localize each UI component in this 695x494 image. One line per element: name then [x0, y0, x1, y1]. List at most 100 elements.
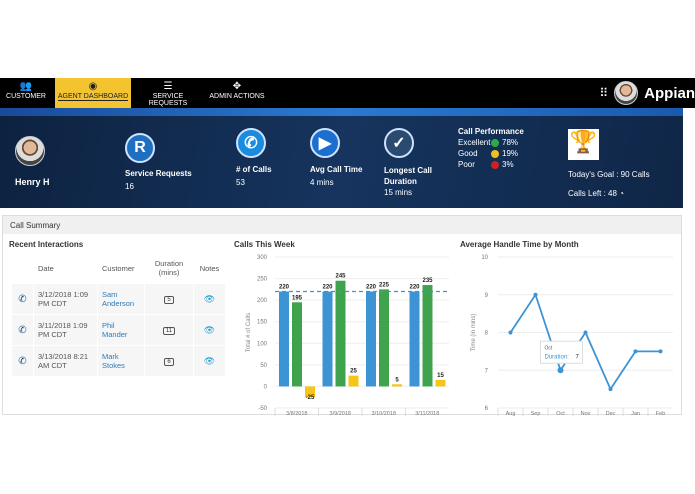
view-notes-icon[interactable]: 👁 [203, 293, 216, 304]
header-stripe [0, 108, 683, 116]
x-tick-label: Sep [531, 411, 541, 416]
calls-left: Calls Left : 48 ◔ [568, 189, 624, 198]
bar-chart-title: Calls This Week [234, 240, 295, 249]
x-tick-label: Nov [581, 411, 591, 416]
data-label: 225 [379, 282, 390, 288]
agent-name: Henry H [15, 177, 50, 187]
data-label: 235 [422, 278, 433, 284]
phone-icon: ✆ [18, 355, 27, 367]
duration-badge: 6 [164, 358, 174, 366]
bar [335, 280, 346, 387]
nav-service-requests[interactable]: ☰ SERVICE REQUESTS [134, 78, 202, 108]
tooltip-label: Duration: [545, 354, 570, 360]
y-tick-label: 9 [485, 293, 489, 299]
bar [279, 291, 289, 387]
stat-label: Service Requests [125, 169, 192, 178]
nav-admin-actions[interactable]: ✥ ADMIN ACTIONS [207, 78, 267, 108]
x-tick-label: 3/9/2018 [330, 411, 351, 416]
x-tick-label: Aug [506, 411, 516, 416]
bar [305, 386, 315, 398]
bar [409, 291, 420, 387]
stat-label: Longest Call Duration [384, 166, 433, 186]
call-performance: Call Performance Excellent 78% Good 19% Poor… [458, 127, 524, 169]
customer-link[interactable]: Mark Stokes [102, 352, 125, 370]
x-tick-label: Oct [556, 411, 565, 416]
panel-title: Call Summary [3, 216, 681, 234]
data-label: -25 [306, 395, 315, 401]
calls-this-week-chart: 300 250 200 150 100 50 0 -50 Total # of Calls 3/8… [246, 255, 449, 416]
duration-badge: 5 [164, 296, 174, 304]
table-row: ✆ 3/12/2018 1:09 PM CDT Sam Anderson 5 👁 [11, 283, 226, 315]
user-avatar[interactable] [614, 81, 639, 105]
y-tick-label: 200 [257, 298, 268, 304]
tooltip [540, 340, 583, 364]
list-icon: ☰ [163, 81, 173, 92]
customer-link[interactable]: Sam Anderson [102, 290, 135, 308]
phone-icon: ✆ [18, 293, 27, 305]
customer-link[interactable]: Phil Mander [102, 321, 128, 339]
agent-header: Henry H R Service Requests 16 ✆ # of Cal… [0, 116, 683, 208]
data-point [583, 330, 588, 335]
users-icon: 👥 [19, 81, 33, 92]
data-label: 220 [322, 285, 333, 291]
data-point [533, 292, 538, 297]
face-icon [491, 160, 499, 169]
table-row: ✆ 3/13/2018 8:21 AM CDT Mark Stokes 6 👁 [11, 345, 226, 377]
pie-chart-icon: ◔ [619, 189, 624, 198]
bar [322, 291, 333, 387]
bar [292, 302, 302, 387]
stat-value: 4 mins [310, 178, 334, 187]
table-row: ✆ 3/11/2018 1:09 PM CDT Phil Mander 11 👁 [11, 314, 226, 346]
data-point [508, 330, 513, 335]
data-point [658, 349, 663, 354]
view-notes-icon[interactable]: 👁 [203, 324, 216, 335]
call-summary-panel: Call Summary Recent Interactions Date Cu… [2, 215, 682, 416]
nav-agent-dashboard[interactable]: ◉ AGENT DASHBOARD [55, 78, 131, 108]
bar [435, 379, 446, 387]
data-label: 245 [335, 274, 346, 280]
data-label: 220 [409, 285, 420, 291]
agent-avatar [15, 136, 45, 166]
tooltip-title: Oct [545, 345, 553, 351]
bar [366, 291, 376, 387]
performance-row: Excellent 78% [458, 138, 519, 147]
series-line [509, 292, 661, 391]
trophy-icon: 🏆 [568, 129, 599, 160]
y-tick-label: 300 [257, 255, 268, 261]
user-circle-icon: ◉ [88, 81, 98, 92]
move-icon: ✥ [232, 81, 242, 92]
play-icon: ▶ [310, 128, 340, 158]
y-tick-label: 6 [485, 406, 489, 412]
nav-customer[interactable]: 👥 CUSTOMER [0, 78, 52, 108]
y-tick-label: 8 [485, 331, 489, 337]
bar [392, 384, 402, 387]
bar [422, 285, 433, 387]
data-label: 15 [437, 373, 444, 379]
stat-label: # of Calls [236, 165, 272, 174]
brand-logo: Appian [644, 84, 695, 102]
data-label: 220 [366, 285, 377, 291]
y-axis-label: Total # of Calls [246, 313, 252, 352]
data-label: 5 [395, 377, 399, 383]
y-tick-label: 0 [264, 384, 268, 390]
view-notes-icon[interactable]: 👁 [203, 355, 216, 366]
y-tick-label: 100 [257, 341, 268, 347]
top-nav: 👥 CUSTOMER ◉ AGENT DASHBOARD ☰ SERVICE REQU… [0, 78, 695, 108]
phone-icon: ✆ [236, 128, 266, 158]
stat-value: 15 mins [384, 188, 413, 197]
performance-row: Poor 3% [458, 160, 514, 169]
bar [348, 375, 359, 387]
y-tick-label: 50 [260, 363, 267, 369]
stat-value: 53 [236, 178, 245, 187]
handle-time-chart: 10 9 8 7 6 Time (in mins) Aug Sep Oct Nov Dec Jan Fe… [471, 255, 673, 416]
stat-value: 16 [125, 182, 134, 191]
duration-badge: 11 [162, 327, 176, 335]
registered-icon: R [125, 133, 155, 163]
data-point [608, 387, 613, 392]
y-tick-label: -50 [258, 406, 267, 412]
face-icon [491, 149, 499, 158]
apps-grid-icon[interactable]: ⠿ [599, 86, 609, 100]
recent-interactions-title: Recent Interactions [9, 240, 84, 249]
y-tick-label: 150 [257, 320, 268, 326]
data-label: 195 [292, 295, 303, 301]
